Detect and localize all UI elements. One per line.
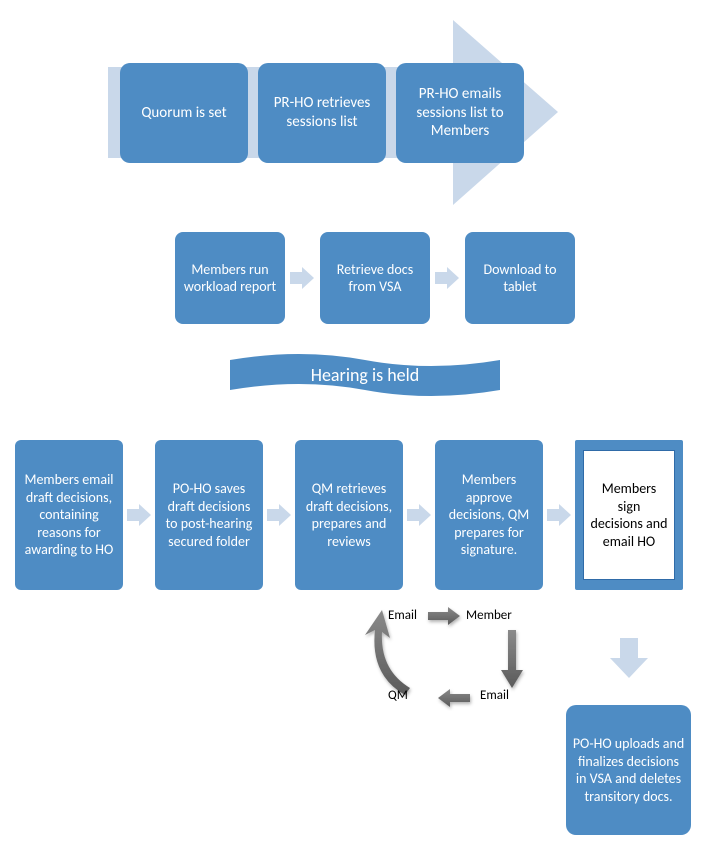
row3-label-5: Members sign decisions and email HO: [590, 480, 668, 550]
row2-arrow-2: [435, 267, 459, 289]
row1-box-3: PR-HO emails sessions list to Members: [396, 63, 524, 163]
row1-box-2: PR-HO retrieves sessions list: [258, 63, 386, 163]
hearing-banner-label: Hearing is held: [311, 364, 419, 387]
row3-label-3: QM retrieves draft decisions, prepares a…: [301, 480, 397, 550]
hearing-banner-label-box: Hearing is held: [220, 353, 510, 397]
final-box: PO-HO uploads and finalizes decisions in…: [566, 705, 691, 835]
row2-label-1: Members run workload report: [181, 261, 279, 296]
row2-box-1: Members run workload report: [175, 232, 285, 324]
cycle-arrows: [350, 600, 550, 720]
cycle-label-email-top: Email: [388, 608, 417, 623]
row2-label-3: Download to tablet: [471, 261, 569, 296]
row3-label-1: Members email draft decisions, containin…: [21, 471, 117, 559]
cycle-label-email-bottom: Email: [480, 688, 509, 703]
row3-box-4: Members approve decisions, QM prepares f…: [435, 440, 543, 590]
row3-arrow-1: [127, 504, 151, 526]
row3-arrow-4: [547, 504, 571, 526]
row1-box-1: Quorum is set: [120, 63, 248, 163]
row1-label-2: PR-HO retrieves sessions list: [264, 94, 380, 132]
row1-label-1: Quorum is set: [141, 104, 226, 123]
row3-label-2: PO-HO saves draft decisions to post-hear…: [161, 480, 257, 550]
row3-arrow-3: [407, 504, 431, 526]
row2-label-2: Retrieve docs from VSA: [326, 261, 424, 296]
row2-box-2: Retrieve docs from VSA: [320, 232, 430, 324]
final-label: PO-HO uploads and finalizes decisions in…: [572, 735, 685, 805]
row3-box-3: QM retrieves draft decisions, prepares a…: [295, 440, 403, 590]
down-arrow-final: [610, 638, 648, 678]
row3-arrow-2: [267, 504, 291, 526]
row2-arrow-1: [290, 267, 314, 289]
cycle-label-member: Member: [466, 608, 512, 623]
row1-label-3: PR-HO emails sessions list to Members: [402, 85, 518, 141]
row3-box-1: Members email draft decisions, containin…: [15, 440, 123, 590]
cycle-label-qm: QM: [388, 688, 408, 703]
row2-box-3: Download to tablet: [465, 232, 575, 324]
row3-label-4: Members approve decisions, QM prepares f…: [441, 471, 537, 559]
row3-box-5: Members sign decisions and email HO: [583, 450, 675, 580]
row3-box-2: PO-HO saves draft decisions to post-hear…: [155, 440, 263, 590]
